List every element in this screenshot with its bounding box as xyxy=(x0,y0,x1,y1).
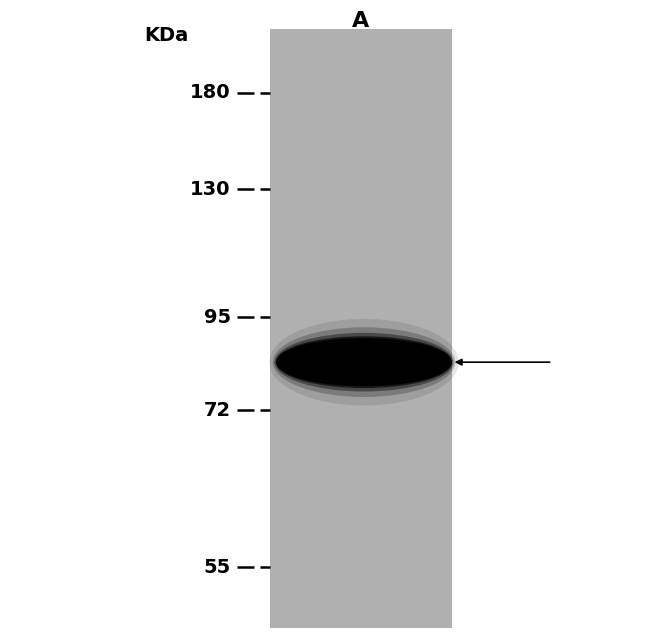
Text: A: A xyxy=(352,10,369,31)
Text: KDa: KDa xyxy=(144,26,188,45)
Ellipse shape xyxy=(273,328,455,397)
Ellipse shape xyxy=(274,333,454,392)
Text: 72: 72 xyxy=(203,401,231,420)
Text: 55: 55 xyxy=(203,558,231,577)
Text: 130: 130 xyxy=(190,179,231,199)
Text: 180: 180 xyxy=(190,83,231,103)
Bar xyxy=(270,29,452,628)
Ellipse shape xyxy=(276,338,452,387)
Ellipse shape xyxy=(276,337,452,388)
Ellipse shape xyxy=(269,319,459,406)
Text: 95: 95 xyxy=(203,308,231,327)
